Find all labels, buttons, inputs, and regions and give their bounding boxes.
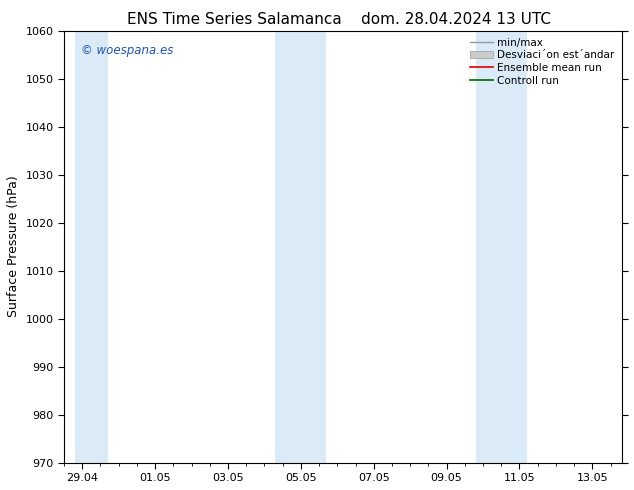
Bar bbox=[476, 30, 527, 463]
Text: dom. 28.04.2024 13 UTC: dom. 28.04.2024 13 UTC bbox=[361, 12, 552, 27]
Bar bbox=[75, 30, 108, 463]
Y-axis label: Surface Pressure (hPa): Surface Pressure (hPa) bbox=[7, 176, 20, 318]
Bar bbox=[275, 30, 327, 463]
Legend: min/max, Desviaci´on est´andar, Ensemble mean run, Controll run: min/max, Desviaci´on est´andar, Ensemble… bbox=[466, 34, 618, 90]
Text: ENS Time Series Salamanca: ENS Time Series Salamanca bbox=[127, 12, 342, 27]
Text: © woespana.es: © woespana.es bbox=[81, 44, 173, 56]
